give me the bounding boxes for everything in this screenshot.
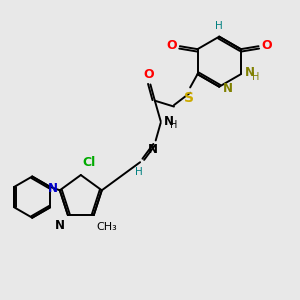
Text: H: H xyxy=(252,71,260,82)
Text: N: N xyxy=(164,115,174,128)
Text: S: S xyxy=(184,91,194,105)
Text: N: N xyxy=(47,182,57,195)
Text: N: N xyxy=(223,82,233,95)
Text: H: H xyxy=(215,21,223,31)
Text: O: O xyxy=(261,38,272,52)
Text: N: N xyxy=(148,143,158,156)
Text: H: H xyxy=(170,120,178,130)
Text: H: H xyxy=(135,167,142,177)
Text: N: N xyxy=(245,66,255,79)
Text: O: O xyxy=(144,68,154,81)
Text: Cl: Cl xyxy=(82,155,95,169)
Text: O: O xyxy=(167,38,178,52)
Text: N: N xyxy=(55,219,65,232)
Text: CH₃: CH₃ xyxy=(97,222,118,232)
